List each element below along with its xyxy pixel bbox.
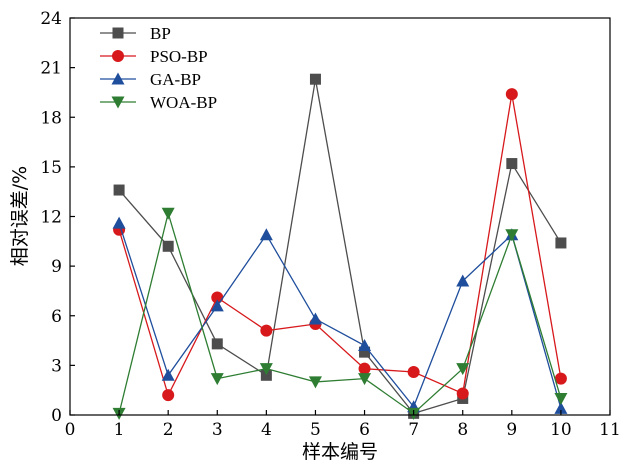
data-point: [456, 387, 469, 400]
legend-marker: [111, 96, 125, 109]
x-tick-label: 5: [310, 420, 321, 440]
data-point: [308, 376, 322, 389]
data-point: [359, 346, 371, 358]
data-point: [554, 392, 568, 405]
x-tick-label: 0: [65, 420, 76, 440]
y-axis-title: 相对误差/%: [9, 166, 31, 266]
legend-label: PSO-BP: [150, 47, 208, 66]
data-point: [555, 237, 567, 249]
data-point: [309, 73, 321, 85]
x-tick-label: 6: [359, 420, 370, 440]
data-point: [210, 373, 224, 386]
x-tick-label: 1: [114, 420, 125, 440]
series-line: [118, 79, 562, 415]
legend-marker: [111, 72, 125, 85]
data-point: [505, 229, 519, 242]
data-point: [358, 339, 372, 352]
legend-marker: [112, 27, 124, 39]
series-woa-bp: [112, 207, 568, 420]
data-point: [505, 88, 518, 101]
data-point: [161, 368, 175, 381]
series-line: [118, 210, 562, 415]
y-tick-label: 3: [51, 356, 62, 376]
legend-label: BP: [150, 24, 171, 43]
x-tick-label: 9: [506, 420, 517, 440]
y-tick-label: 18: [40, 108, 62, 128]
y-tick-label: 6: [51, 307, 62, 327]
legend-label: GA-BP: [150, 70, 201, 89]
series-line: [118, 222, 562, 409]
data-point: [113, 184, 125, 196]
y-tick-label: 21: [40, 59, 62, 79]
x-tick-label: 7: [408, 420, 419, 440]
legend-item: GA-BP: [100, 70, 201, 89]
data-point: [259, 363, 273, 376]
x-tick-label: 3: [212, 420, 223, 440]
x-tick-label: 4: [261, 420, 272, 440]
data-point: [456, 363, 470, 376]
legend-marker: [112, 50, 124, 62]
data-point: [554, 401, 568, 414]
x-tick-label: 11: [599, 420, 621, 440]
legend: BP PSO-BP GA-BP WOA-BP: [100, 24, 217, 112]
x-tick-label: 2: [163, 420, 174, 440]
data-point: [211, 338, 223, 350]
data-point: [358, 373, 372, 386]
series-bp: [113, 73, 567, 419]
y-tick-label: 0: [51, 406, 62, 426]
data-point: [259, 228, 273, 241]
data-point: [112, 216, 126, 229]
y-tick-label: 15: [40, 158, 62, 178]
series-layer: [112, 73, 568, 420]
x-axis-title: 样本编号: [302, 441, 378, 463]
y-tick-label: 12: [40, 208, 62, 228]
x-tick-label: 8: [457, 420, 468, 440]
series-pso-bp: [113, 88, 567, 402]
data-point: [308, 312, 322, 325]
y-tick-label: 9: [51, 257, 62, 277]
data-point: [162, 240, 174, 252]
data-point: [210, 299, 224, 312]
series-line: [118, 93, 562, 397]
series-ga-bp: [112, 216, 568, 414]
data-point: [162, 389, 175, 402]
data-point: [456, 274, 470, 287]
data-point: [260, 369, 272, 381]
legend-item: BP: [100, 24, 171, 43]
y-tick-label: 24: [40, 9, 62, 29]
data-point: [554, 372, 567, 385]
data-point: [506, 158, 518, 170]
legend-item: WOA-BP: [100, 93, 217, 112]
data-point: [161, 207, 175, 220]
data-point: [358, 362, 371, 375]
legend-label: WOA-BP: [150, 93, 217, 112]
data-point: [260, 324, 273, 337]
legend-item: PSO-BP: [100, 47, 208, 66]
data-point: [407, 365, 420, 378]
x-tick-label: 10: [550, 420, 572, 440]
